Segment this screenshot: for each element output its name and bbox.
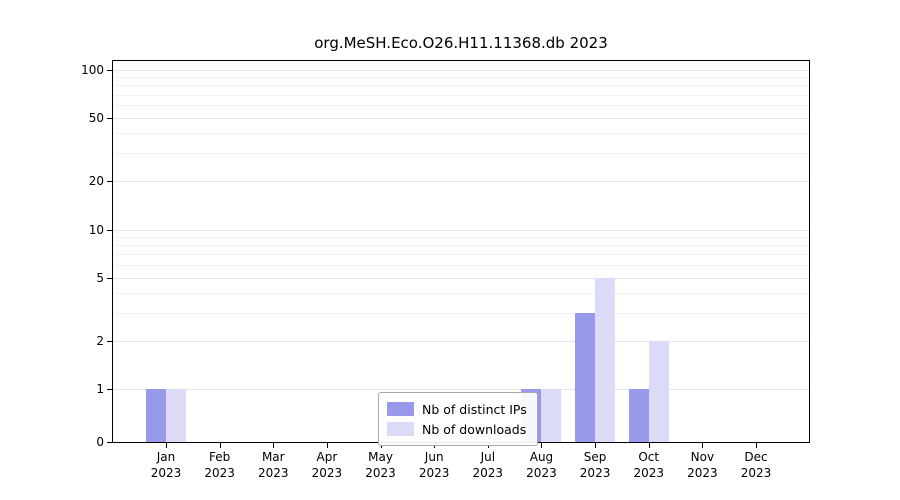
minor-gridline <box>113 133 809 135</box>
x-axis-tick-label: May 2023 <box>365 450 396 480</box>
bar-distinct-ips-sep <box>575 312 596 442</box>
y-axis-tick-label: 20 <box>88 174 104 189</box>
legend-item-downloads: Nb of downloads <box>387 419 527 439</box>
y-axis-tick-label: 1 <box>96 382 104 396</box>
x-axis-tick-label: Apr 2023 <box>311 450 343 480</box>
minor-gridline <box>113 254 809 256</box>
x-axis-tick-label: Nov 2023 <box>687 450 718 480</box>
minor-gridline <box>113 264 809 266</box>
y-axis-tick-mark <box>107 277 112 279</box>
legend-swatch-distinct-ips <box>387 402 414 416</box>
y-axis-tick-mark <box>107 70 112 71</box>
y-axis-tick-mark <box>107 389 112 390</box>
bar-distinct-ips-jan <box>146 389 166 442</box>
minor-gridline <box>113 236 809 238</box>
y-axis-tick-mark <box>107 340 112 342</box>
x-axis-tick-label: Jul 2023 <box>472 450 504 480</box>
x-axis-tick-mark <box>541 443 543 448</box>
x-axis-tick-label: Sep 2023 <box>579 450 611 480</box>
minor-gridline <box>113 77 809 79</box>
gridline <box>113 181 809 183</box>
x-axis-tick-mark <box>166 443 167 448</box>
x-axis-tick-mark <box>595 443 597 448</box>
x-axis-tick-mark <box>756 443 757 448</box>
x-axis-tick-mark <box>326 443 328 448</box>
legend: Nb of distinct IPs Nb of downloads <box>378 392 538 446</box>
bar-downloads-oct <box>648 340 669 442</box>
minor-gridline <box>113 312 809 314</box>
x-axis-tick-label: Mar 2023 <box>257 450 289 480</box>
minor-gridline <box>113 94 809 96</box>
chart-title: org.MeSH.Eco.O26.H11.11368.db 2023 <box>314 34 608 52</box>
legend-item-distinct-ips: Nb of distinct IPs <box>387 399 527 419</box>
x-axis-tick-mark <box>219 443 221 448</box>
x-axis-tick-label: Oct 2023 <box>633 450 664 480</box>
y-axis-tick-label: 100 <box>81 63 104 77</box>
y-axis-tick-mark <box>107 229 112 231</box>
x-axis-tick-mark <box>273 443 275 448</box>
plot-area <box>112 60 810 443</box>
bar-downloads-aug <box>541 389 562 442</box>
y-axis-tick-mark <box>107 442 112 443</box>
y-axis-tick-label: 2 <box>96 333 104 348</box>
x-axis-tick-label: Feb 2023 <box>204 450 235 480</box>
gridline <box>113 389 809 390</box>
gridline <box>113 340 809 342</box>
y-axis-tick-mark <box>107 181 112 183</box>
x-axis-tick-label: Jan 2023 <box>150 450 182 480</box>
x-axis-tick-label: Aug 2023 <box>526 450 557 480</box>
minor-gridline <box>113 153 809 155</box>
x-axis-tick-label: Dec 2023 <box>740 450 772 480</box>
bar-downloads-sep <box>595 277 616 442</box>
x-axis-tick-mark <box>648 443 650 448</box>
x-axis-tick-mark <box>702 443 704 448</box>
minor-gridline <box>113 244 809 246</box>
minor-gridline <box>113 85 809 87</box>
gridline <box>113 277 809 279</box>
bar-distinct-ips-oct <box>628 389 649 442</box>
bar-downloads-jan <box>166 389 186 442</box>
gridline <box>113 70 809 71</box>
y-axis-tick-label: 50 <box>88 111 104 125</box>
minor-gridline <box>113 292 809 294</box>
legend-swatch-downloads <box>387 422 414 436</box>
minor-gridline <box>113 105 809 107</box>
gridline <box>113 229 809 231</box>
legend-label-downloads: Nb of downloads <box>422 421 527 437</box>
y-axis-tick-label: 0 <box>96 435 104 449</box>
x-axis-tick-label: Jun 2023 <box>418 450 450 480</box>
y-axis-tick-mark <box>107 118 112 119</box>
gridline <box>113 118 809 119</box>
legend-label-distinct-ips: Nb of distinct IPs <box>422 401 527 417</box>
y-axis-tick-label: 5 <box>96 270 104 285</box>
y-axis-tick-label: 10 <box>88 222 104 237</box>
